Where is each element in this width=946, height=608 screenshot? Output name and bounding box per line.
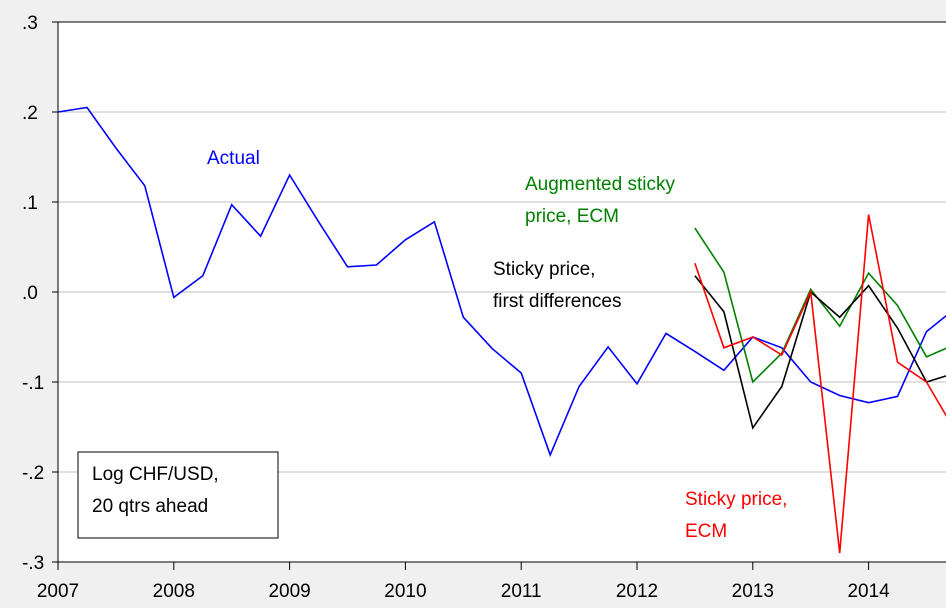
y-tick-label: .1 — [22, 193, 38, 214]
annotation: Actual — [207, 148, 260, 169]
annotation: price, ECM — [525, 206, 619, 227]
x-tick-label: 2009 — [268, 581, 310, 602]
annotation: Log CHF/USD, — [92, 464, 219, 485]
annotation: first differences — [493, 291, 621, 312]
x-tick-label: 2011 — [501, 581, 542, 602]
plot-lines — [58, 106, 946, 554]
series-line — [694, 214, 946, 554]
x-tick-label: 2008 — [153, 581, 195, 602]
y-tick-label: .3 — [22, 13, 38, 34]
x-tick-label: 2013 — [732, 581, 774, 602]
y-tick-label: -.3 — [22, 553, 44, 574]
annotation: ECM — [685, 521, 727, 542]
y-tick-label: .0 — [22, 283, 38, 304]
x-tick-label: 2014 — [847, 581, 890, 602]
y-tick-label: -.2 — [22, 463, 44, 484]
x-tick-label: 2012 — [616, 581, 658, 602]
series-line — [694, 275, 946, 430]
x-tick-label: 2010 — [384, 581, 426, 602]
annotation: 20 qtrs ahead — [92, 496, 208, 517]
annotation: Augmented sticky — [525, 174, 675, 195]
y-tick-label: -.1 — [22, 373, 44, 394]
x-tick-label: 2007 — [37, 581, 79, 602]
y-tick-label: .2 — [22, 103, 38, 124]
annotation-box — [77, 451, 279, 539]
annotation: Sticky price, — [493, 259, 595, 280]
annotation: Sticky price, — [685, 489, 787, 510]
series-line — [694, 227, 946, 384]
series-line — [58, 106, 946, 458]
